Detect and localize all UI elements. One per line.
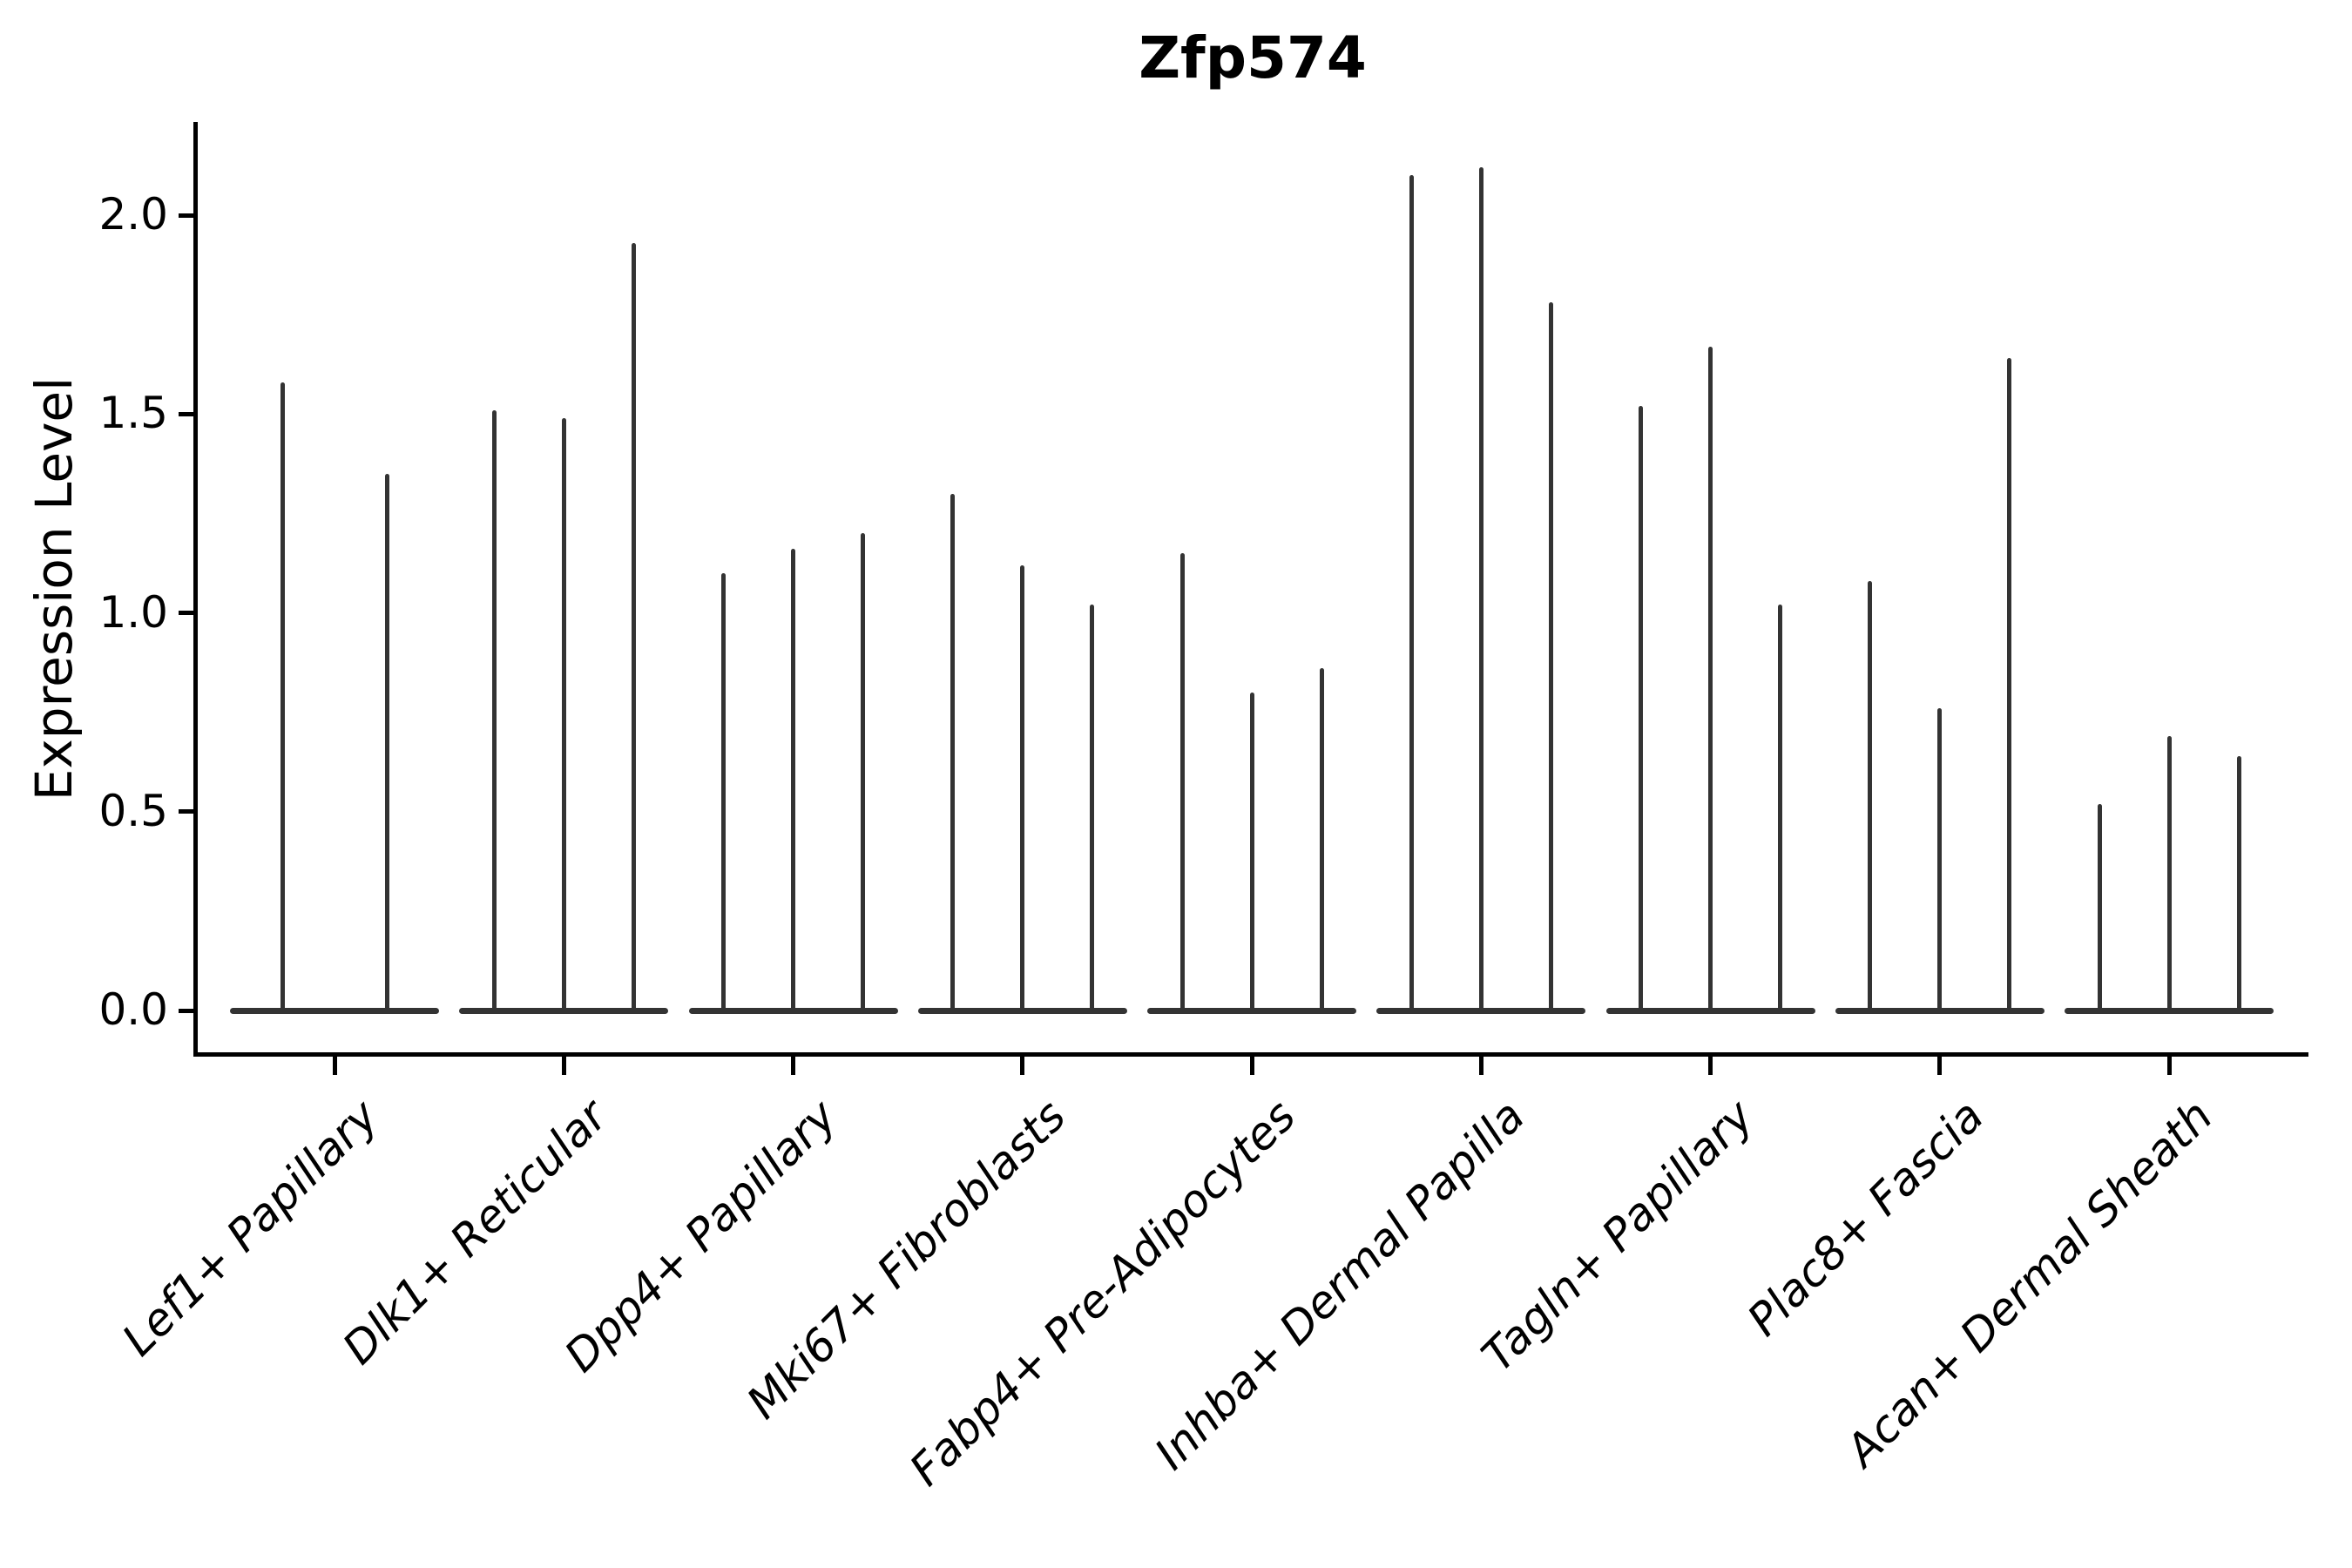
y-tick-label: 0.5	[98, 785, 168, 836]
y-tick-label: 0.0	[98, 984, 168, 1035]
x-tick-mark	[2166, 1054, 2172, 1075]
chart-title: Zfp574	[1139, 24, 1367, 91]
violin-max-spike	[791, 549, 795, 1013]
x-tick-mark	[1937, 1054, 1943, 1075]
y-tick-mark	[179, 611, 198, 615]
violin-max-spike	[1249, 692, 1254, 1013]
x-tick-mark	[561, 1054, 566, 1075]
violin-max-spike	[2236, 755, 2241, 1013]
violin-max-spike	[631, 242, 636, 1013]
x-tick-mark	[1020, 1054, 1025, 1075]
y-tick-mark	[179, 213, 198, 218]
violin-max-spike	[1639, 406, 1643, 1013]
y-axis-spine	[193, 122, 198, 1057]
x-tick-mark	[1708, 1054, 1713, 1075]
violin-max-spike	[1409, 175, 1414, 1013]
violin-max-spike	[1868, 580, 1873, 1013]
violin-max-spike	[561, 417, 566, 1013]
violin-max-spike	[1478, 167, 1484, 1013]
violin-max-spike	[1937, 708, 1943, 1013]
violin-base	[230, 1007, 439, 1014]
violin-max-spike	[2166, 736, 2172, 1013]
x-tick-label: Inhba+ Dermal Papilla	[1145, 1091, 1535, 1481]
violin-max-spike	[1708, 346, 1713, 1013]
x-tick-mark	[1249, 1054, 1254, 1075]
x-tick-label: Plac8+ Fascia	[1737, 1091, 1994, 1347]
violin-max-spike	[950, 493, 956, 1013]
violin-max-spike	[861, 533, 865, 1013]
x-tick-label: Acan+ Dermal Sheath	[1836, 1091, 2223, 1477]
violin-max-spike	[2097, 803, 2102, 1013]
violin-max-spike	[1020, 564, 1025, 1013]
y-tick-label: 2.0	[98, 189, 168, 240]
violin-max-spike	[1179, 553, 1185, 1013]
violin-max-spike	[2007, 358, 2012, 1013]
y-tick-label: 1.0	[98, 586, 168, 638]
violin-max-spike	[1548, 302, 1553, 1013]
violin-max-spike	[384, 473, 389, 1013]
violin-max-spike	[491, 409, 497, 1013]
x-tick-mark	[791, 1054, 795, 1075]
x-tick-mark	[1478, 1054, 1484, 1075]
y-tick-mark	[179, 411, 198, 416]
y-tick-mark	[179, 809, 198, 814]
violin-max-spike	[280, 382, 285, 1013]
violin-max-spike	[721, 572, 726, 1013]
x-tick-label: Fabp4+ Pre-Adipocytes	[900, 1091, 1306, 1497]
violin-max-spike	[1319, 668, 1324, 1013]
y-tick-label: 1.5	[98, 388, 168, 439]
violin-max-spike	[1090, 605, 1095, 1013]
violin-max-spike	[1778, 605, 1782, 1013]
y-tick-mark	[179, 1008, 198, 1013]
x-tick-mark	[332, 1054, 337, 1075]
